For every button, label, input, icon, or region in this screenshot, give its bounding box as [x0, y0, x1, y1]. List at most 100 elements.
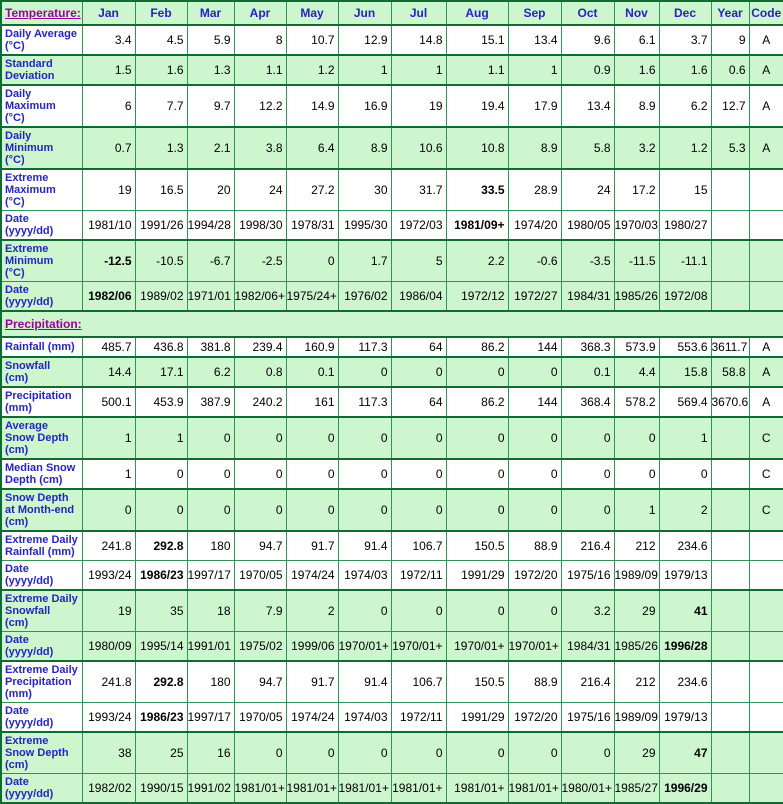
cell-date-yyyy-dd-mar: 1994/28 — [186, 210, 235, 241]
cell-snow-depth-at-month-end-cm-aug: 0 — [445, 488, 509, 532]
cell-precipitation-mm-aug: 86.2 — [445, 386, 509, 418]
cell-date-yyyy-dd-jan: 1980/09 — [81, 631, 136, 662]
cell-extreme-daily-rainfall-mm-mar: 180 — [186, 530, 235, 561]
cell-extreme-daily-rainfall-mm-jul: 106.7 — [390, 530, 447, 561]
row-label-standard-deviation: Standard Deviation — [0, 54, 83, 86]
cell-extreme-daily-snowfall-cm-aug: 0 — [445, 589, 509, 632]
row-label-extreme-snow-depth-cm: Extreme Snow Depth (cm) — [0, 731, 83, 774]
cell-date-yyyy-dd-mar: 1997/17 — [186, 560, 235, 591]
cell-median-snow-depth-cm-aug: 0 — [445, 458, 509, 490]
cell-snow-depth-at-month-end-cm-may: 0 — [285, 488, 339, 532]
cell-date-yyyy-dd-apr: 1975/02 — [233, 631, 287, 662]
cell-daily-minimum-c-oct: 5.8 — [560, 126, 615, 170]
cell-snow-depth-at-month-end-cm-dec: 2 — [658, 488, 712, 532]
cell-daily-maximum-c-code: A — [748, 84, 783, 128]
cell-median-snow-depth-cm-jul: 0 — [390, 458, 447, 490]
cell-date-yyyy-dd-jul: 1972/11 — [390, 702, 447, 733]
temperature-section-link[interactable]: Temperature: — [5, 6, 81, 20]
cell-median-snow-depth-cm-nov: 0 — [613, 458, 660, 490]
table-row: Date (yyyy/dd) 1980/09 1995/14 1991/01 1975/… — [0, 631, 783, 662]
row-label-extreme-minimum-c: Extreme Minimum (°C) — [0, 239, 83, 282]
cell-snow-depth-at-month-end-cm-sep: 0 — [507, 488, 562, 532]
cell-date-yyyy-dd-feb: 1986/23 — [134, 702, 188, 733]
cell-extreme-snow-depth-cm-apr: 0 — [233, 731, 287, 774]
cell-average-snow-depth-cm-oct: 0 — [560, 416, 615, 460]
cell-extreme-minimum-c-aug: 2.2 — [445, 239, 509, 282]
cell-average-snow-depth-cm-aug: 0 — [445, 416, 509, 460]
cell-standard-deviation-may: 1.2 — [285, 54, 339, 86]
cell-standard-deviation-code: A — [748, 54, 783, 86]
cell-average-snow-depth-cm-jun: 0 — [337, 416, 392, 460]
cell-extreme-maximum-c-apr: 24 — [233, 168, 287, 211]
cell-date-yyyy-dd-oct: 1980/01+ — [560, 773, 615, 804]
cell-date-yyyy-dd-nov: 1985/26 — [613, 631, 660, 662]
cell-median-snow-depth-cm-oct: 0 — [560, 458, 615, 490]
cell-rainfall-mm-jun: 117.3 — [337, 336, 392, 358]
table-row: Extreme Daily Snowfall (cm) 19 35 18 7.9 2 0 0 0… — [0, 589, 783, 632]
row-label-snowfall-cm: Snowfall (cm) — [0, 356, 83, 388]
cell-rainfall-mm-feb: 436.8 — [134, 336, 188, 358]
cell-date-yyyy-dd-dec: 1972/08 — [658, 281, 712, 312]
cell-standard-deviation-sep: 1 — [507, 54, 562, 86]
cell-date-yyyy-dd-nov: 1989/09 — [613, 560, 660, 591]
cell-date-yyyy-dd-jun: 1976/02 — [337, 281, 392, 312]
cell-daily-minimum-c-code: A — [748, 126, 783, 170]
cell-extreme-minimum-c-apr: -2.5 — [233, 239, 287, 282]
cell-extreme-daily-precipitation-mm-jan: 241.8 — [81, 660, 136, 703]
cell-extreme-daily-precipitation-mm-oct: 216.4 — [560, 660, 615, 703]
cell-snowfall-cm-feb: 17.1 — [134, 356, 188, 388]
cell-extreme-snow-depth-cm-dec: 47 — [658, 731, 712, 774]
precipitation-section-link[interactable]: Precipitation: — [5, 317, 82, 331]
cell-precipitation-mm-mar: 387.9 — [186, 386, 235, 418]
cell-daily-average-c-dec: 3.7 — [658, 24, 712, 56]
cell-standard-deviation-oct: 0.9 — [560, 54, 615, 86]
table-row: Average Snow Depth (cm) 1 1 0 0 0 0 0 0 0 0 0 1 C — [0, 416, 783, 460]
cell-date-yyyy-dd-apr: 1970/05 — [233, 702, 287, 733]
cell-daily-maximum-c-sep: 17.9 — [507, 84, 562, 128]
cell-median-snow-depth-cm-jan: 1 — [81, 458, 136, 490]
cell-rainfall-mm-may: 160.9 — [285, 336, 339, 358]
cell-snowfall-cm-may: 0.1 — [285, 356, 339, 388]
cell-average-snow-depth-cm-apr: 0 — [233, 416, 287, 460]
cell-extreme-minimum-c-jun: 1.7 — [337, 239, 392, 282]
cell-standard-deviation-year: 0.6 — [710, 54, 750, 86]
column-header-nov: Nov — [613, 0, 660, 26]
column-header-may: May — [285, 0, 339, 26]
cell-snow-depth-at-month-end-cm-feb: 0 — [134, 488, 188, 532]
cell-daily-average-c-year: 9 — [710, 24, 750, 56]
cell-date-yyyy-dd-feb: 1989/02 — [134, 281, 188, 312]
cell-date-yyyy-dd-jul: 1970/01+ — [390, 631, 447, 662]
cell-extreme-minimum-c-dec: -11.1 — [658, 239, 712, 282]
cell-daily-minimum-c-dec: 1.2 — [658, 126, 712, 170]
cell-extreme-snow-depth-cm-code — [748, 731, 783, 774]
cell-daily-average-c-apr: 8 — [233, 24, 287, 56]
cell-extreme-minimum-c-year — [710, 239, 750, 282]
cell-daily-minimum-c-jul: 10.6 — [390, 126, 447, 170]
cell-precipitation-mm-dec: 569.4 — [658, 386, 712, 418]
table-row: Standard Deviation 1.5 1.6 1.3 1.1 1.2 1 1 1.1 1 0… — [0, 54, 783, 86]
cell-date-yyyy-dd-jan: 1993/24 — [81, 702, 136, 733]
cell-extreme-daily-precipitation-mm-sep: 88.9 — [507, 660, 562, 703]
cell-date-yyyy-dd-nov: 1985/26 — [613, 281, 660, 312]
row-label-average-snow-depth-cm: Average Snow Depth (cm) — [0, 416, 83, 460]
cell-average-snow-depth-cm-feb: 1 — [134, 416, 188, 460]
cell-date-yyyy-dd-aug: 1991/29 — [445, 702, 509, 733]
cell-date-yyyy-dd-may: 1975/24+ — [285, 281, 339, 312]
cell-extreme-daily-rainfall-mm-jun: 91.4 — [337, 530, 392, 561]
column-header-dec: Dec — [658, 0, 712, 26]
cell-extreme-daily-snowfall-cm-jan: 19 — [81, 589, 136, 632]
column-header-jan: Jan — [81, 0, 136, 26]
cell-snowfall-cm-aug: 0 — [445, 356, 509, 388]
cell-extreme-maximum-c-dec: 15 — [658, 168, 712, 211]
cell-rainfall-mm-jan: 485.7 — [81, 336, 136, 358]
cell-extreme-snow-depth-cm-sep: 0 — [507, 731, 562, 774]
cell-precipitation-mm-jun: 117.3 — [337, 386, 392, 418]
row-label-rainfall-mm: Rainfall (mm) — [0, 336, 83, 358]
cell-rainfall-mm-dec: 553.6 — [658, 336, 712, 358]
cell-precipitation-mm-nov: 578.2 — [613, 386, 660, 418]
cell-daily-average-c-jun: 12.9 — [337, 24, 392, 56]
table-row: Daily Maximum (°C) 6 7.7 9.7 12.2 14.9 16.9 19 1… — [0, 84, 783, 128]
cell-median-snow-depth-cm-dec: 0 — [658, 458, 712, 490]
cell-extreme-daily-rainfall-mm-oct: 216.4 — [560, 530, 615, 561]
